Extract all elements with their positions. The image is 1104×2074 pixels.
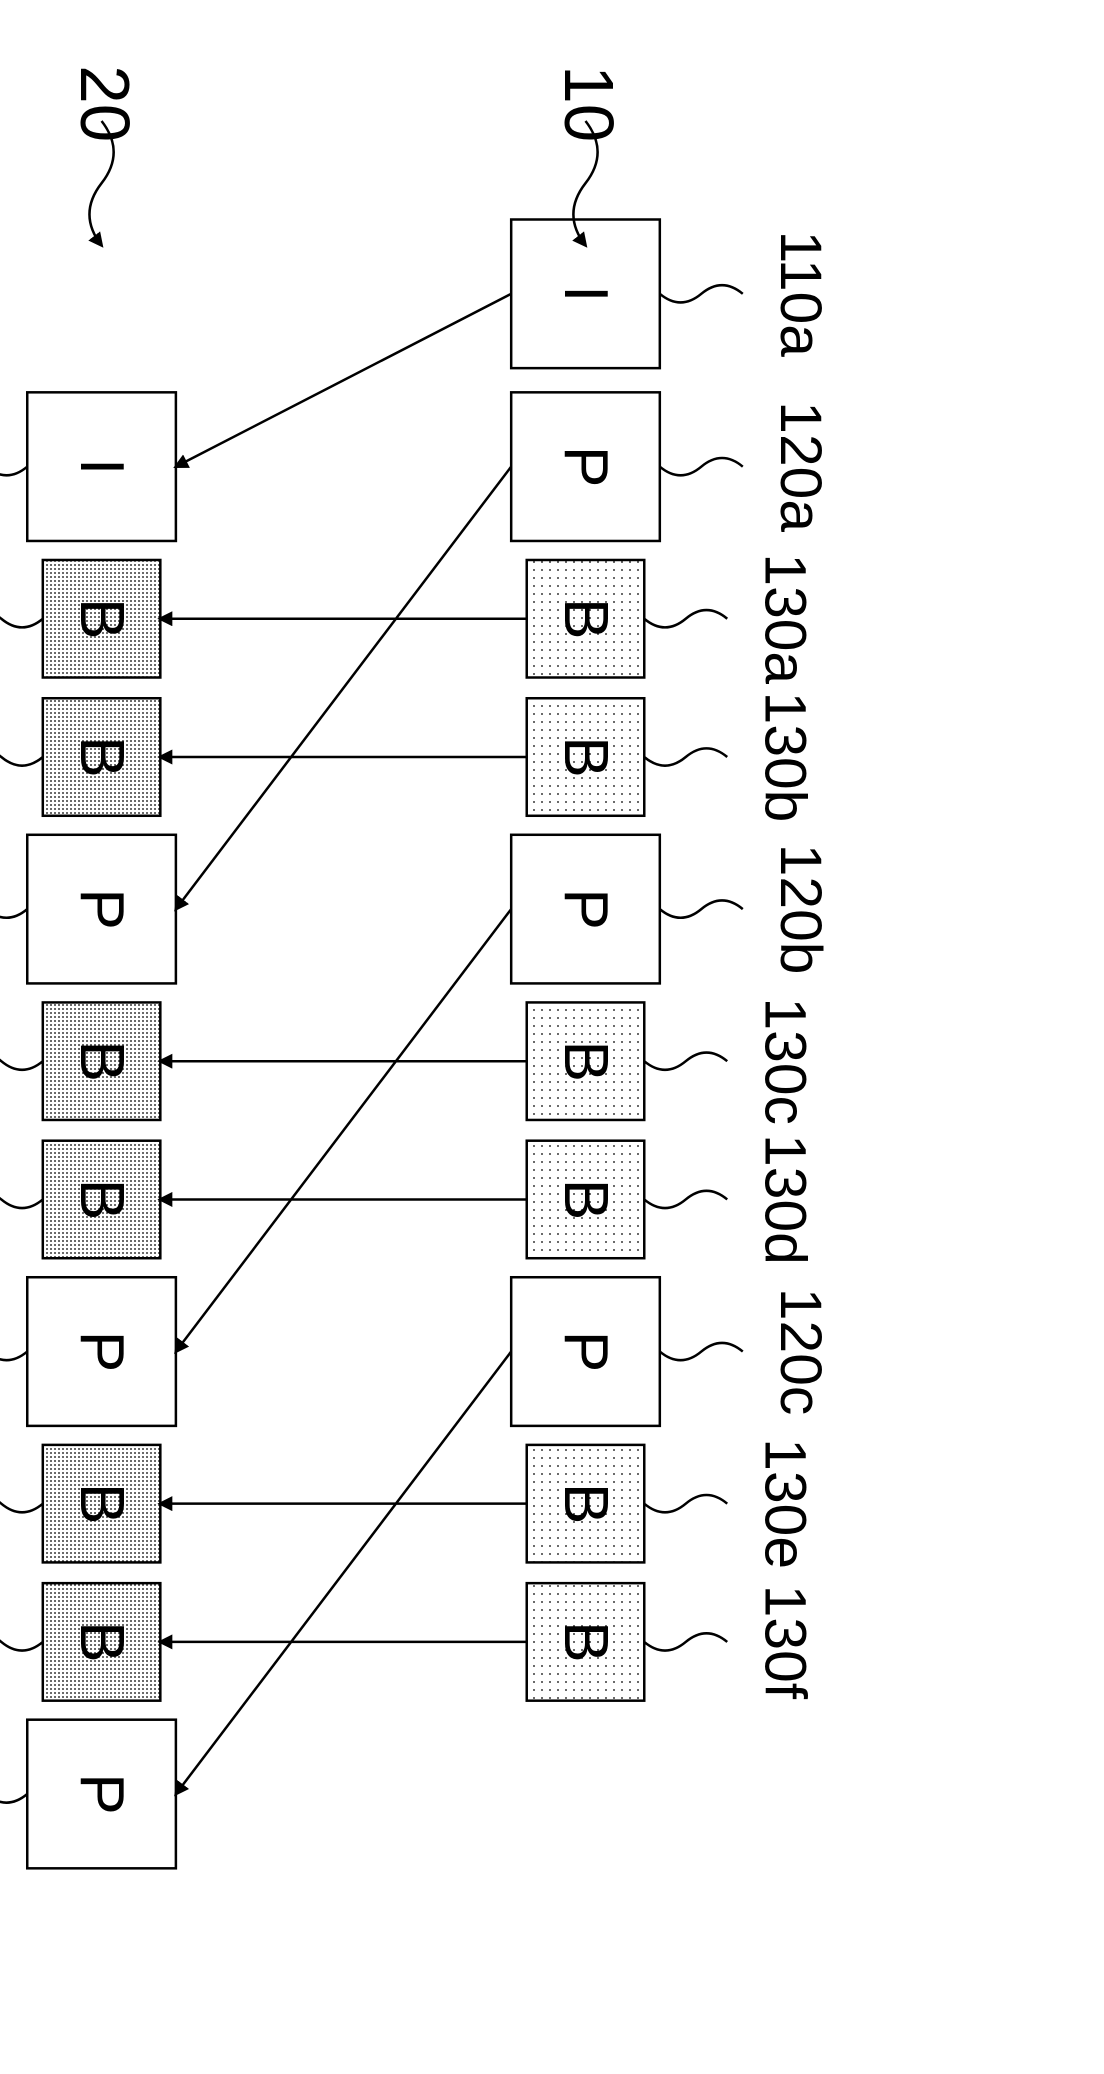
frame-label-130c: B [551,1040,620,1082]
ref-connector-110a [0,458,27,475]
ref-connector-120c [0,1785,27,1802]
ref-number-120c: 120c [768,1288,833,1415]
frame-label-132a: B [67,598,136,640]
frame-label-132b: B [67,736,136,778]
ref-connector-130b [644,748,727,765]
ref-connector-130e [644,1495,727,1512]
map-arrow-7 [176,1352,511,1794]
frame-label-120c: P [67,1773,136,1815]
ref-number-130e: 130e [752,1438,817,1569]
frame-label-120b: P [67,1331,136,1373]
ref-connector-130a [644,610,727,627]
ref-connector-120b [660,900,743,917]
ref-number-130a: 130a [752,553,817,684]
ref-connector-110a [660,285,743,302]
frame-label-130a: B [551,598,620,640]
frame-label-130b: B [551,736,620,778]
frame-label-110a: I [67,458,136,475]
ref-connector-120a [0,900,27,917]
ref-number-120b: 120b [768,844,833,975]
ref-connector-132f [0,1633,43,1650]
frame-label-132e: B [67,1483,136,1525]
ref-number-130c: 130c [752,997,817,1124]
frame-label-130d: B [551,1179,620,1221]
map-arrow-1 [176,467,511,909]
frame-label-110a: I [551,285,620,302]
ref-connector-120a [660,458,743,475]
ref-connector-132c [0,1053,43,1070]
frame-label-120a: P [551,446,620,488]
ref-connector-120b [0,1343,27,1360]
frame-label-130f: B [551,1621,620,1663]
map-arrow-0 [176,294,511,467]
ref-number-130d: 130d [752,1134,817,1265]
landscape-group: I 110a P 120a B 130a B 130b P 120b B 130c B 130d P 120c… [0,65,833,1868]
frame-label-130e: B [551,1483,620,1525]
row-id-10: 10 [550,65,628,142]
frame-label-120c: P [551,1331,620,1373]
ref-number-130b: 130b [752,692,817,823]
ref-connector-130c [644,1053,727,1070]
diagram-canvas: I 110a P 120a B 130a B 130b P 120b B 130c B 130d P 120c… [0,0,1104,2074]
ref-number-130f: 130f [752,1585,817,1700]
ref-number-110a: 110a [768,231,833,358]
frame-label-132d: B [67,1179,136,1221]
frame-label-132f: B [67,1621,136,1663]
ref-connector-132e [0,1495,43,1512]
frame-label-132c: B [67,1040,136,1082]
ref-connector-130d [644,1191,727,1208]
row-id-20: 20 [66,65,144,142]
map-arrow-4 [176,909,511,1351]
ref-connector-120c [660,1343,743,1360]
ref-connector-132b [0,748,43,765]
frame-label-120b: P [551,888,620,930]
ref-connector-130f [644,1633,727,1650]
frame-label-120a: P [67,888,136,930]
ref-number-120a: 120a [768,401,833,532]
ref-connector-132a [0,610,43,627]
ref-connector-132d [0,1191,43,1208]
